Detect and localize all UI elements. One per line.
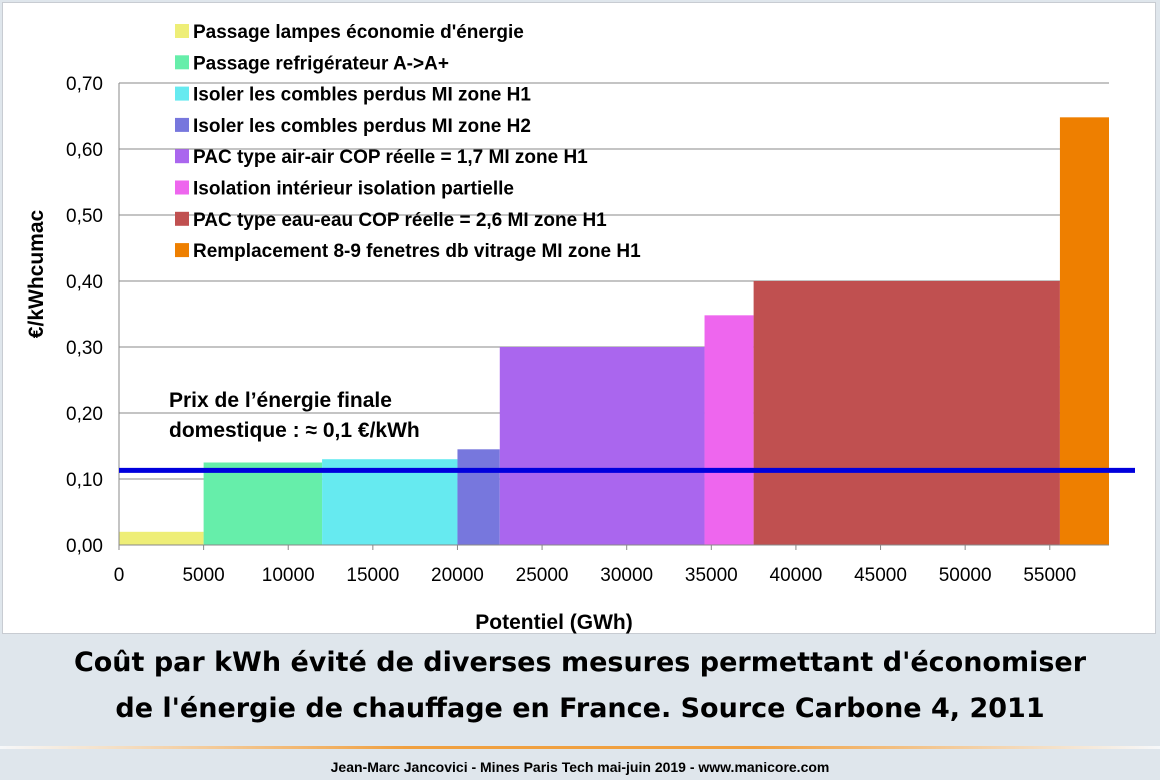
y-tick-label: 0,40 [66, 272, 103, 293]
y-axis-title: €/kWhcumac [25, 209, 48, 338]
y-tick-label: 0,00 [66, 536, 103, 557]
bar [119, 531, 204, 545]
cost-curve-chart: 0,00 0,10 0,20 0,30 0,40 0,50 0,60 0,70 0 5000 100… [25, 22, 1135, 634]
caption: Coût par kWh évité de diverses mesures p… [0, 640, 1160, 732]
legend-swatch [175, 117, 189, 132]
legend-swatch [175, 55, 189, 70]
legend-label: PAC type air-air COP réelle = 1,7 MI zon… [193, 147, 588, 168]
legend-label: Isolation intérieur isolation partielle [193, 179, 514, 200]
x-tick-label: 45000 [854, 565, 907, 586]
x-tick-label: 50000 [939, 565, 992, 586]
reference-annotation: Prix de l’énergie finale [169, 389, 392, 412]
legend-label: PAC type eau-eau COP réelle = 2,6 MI zon… [193, 210, 607, 231]
legend-label: Isoler les combles perdus MI zone H1 [193, 85, 531, 106]
x-axis-title: Potentiel (GWh) [475, 611, 632, 634]
x-tick-label: 10000 [262, 565, 315, 586]
caption-line-1: Coût par kWh évité de diverses mesures p… [73, 647, 1087, 678]
bar [704, 315, 754, 545]
legend-swatch [175, 24, 189, 38]
legend-label: Isoler les combles perdus MI zone H2 [193, 116, 531, 137]
y-tick-label: 0,30 [66, 338, 103, 359]
reference-annotation: domestique : ≈ 0,1 €/kWh [169, 419, 420, 442]
x-tick-label: 20000 [431, 565, 484, 586]
bar [753, 281, 1060, 545]
x-tick-label: 55000 [1023, 565, 1076, 586]
footer-divider [0, 746, 1160, 749]
x-tick-label: 40000 [770, 565, 823, 586]
x-tick-label: 30000 [600, 565, 653, 586]
legend-swatch [175, 86, 189, 101]
legend-swatch [175, 211, 189, 226]
x-tick-label: 35000 [685, 565, 738, 586]
x-tick-label: 5000 [182, 565, 224, 586]
x-tick-label: 15000 [346, 565, 399, 586]
legend-swatch [175, 149, 189, 164]
legend-label: Passage refrigérateur A->A+ [193, 53, 449, 74]
x-tick-label: 25000 [516, 565, 569, 586]
chart-panel: 0,00 0,10 0,20 0,30 0,40 0,50 0,60 0,70 0 5000 100… [2, 2, 1156, 634]
legend-label: Passage lampes économie d'énergie [193, 22, 524, 43]
legend-swatch [175, 180, 189, 195]
legend: Passage lampes économie d'énergie Passage… [175, 22, 641, 262]
caption-line-2: de l'énergie de chauffage en France. Sou… [115, 693, 1045, 724]
x-tick-label: 0 [114, 565, 125, 586]
bars [119, 117, 1109, 545]
bar [457, 449, 500, 545]
footer-credit: Jean-Marc Jancovici - Mines Paris Tech m… [330, 759, 830, 775]
legend-swatch [175, 243, 189, 258]
bar [203, 462, 323, 545]
bar [322, 459, 458, 545]
y-tick-label: 0,20 [66, 404, 103, 425]
bar [499, 347, 705, 545]
legend-label: Remplacement 8-9 fenetres db vitrage MI … [193, 241, 641, 262]
y-tick-label: 0,60 [66, 140, 103, 161]
annotation-group: Prix de l’énergie finale domestique : ≈ 0… [169, 389, 420, 442]
bar [1059, 117, 1109, 545]
y-tick-label: 0,50 [66, 206, 103, 227]
y-tick-label: 0,70 [66, 74, 103, 95]
y-tick-label: 0,10 [66, 470, 103, 491]
